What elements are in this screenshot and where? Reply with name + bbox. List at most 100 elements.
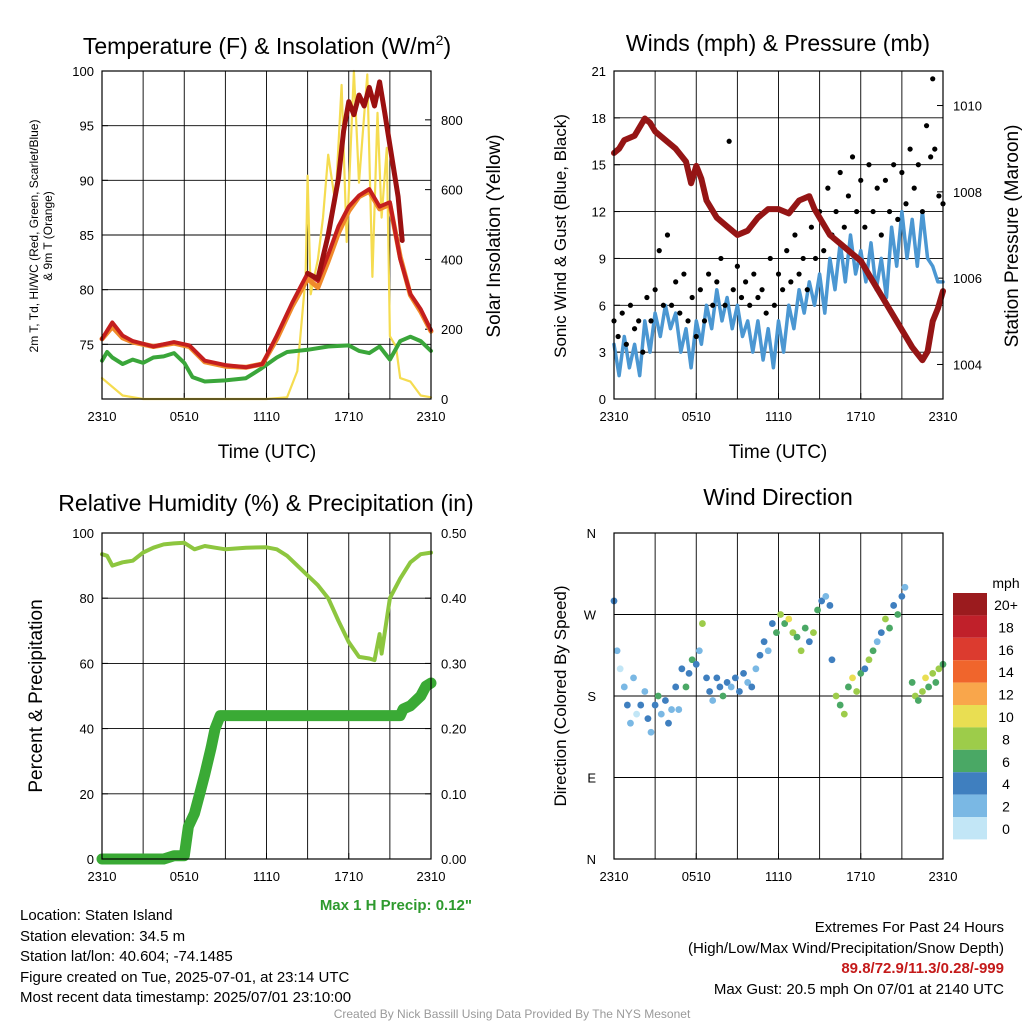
gust-point	[792, 232, 798, 238]
gust-point	[899, 169, 905, 176]
temperature-xtick-label: 2310	[88, 409, 117, 424]
credit-line: Created By Nick Bassill Using Data Provi…	[333, 1007, 691, 1021]
temperature-ytick-label: 95	[80, 119, 94, 134]
direction-point	[756, 651, 764, 659]
direction-point	[692, 660, 700, 668]
direction-point	[781, 620, 789, 627]
gust-point	[930, 76, 936, 82]
gust-point	[751, 271, 757, 277]
direction-point	[744, 679, 752, 686]
direction-point	[932, 679, 940, 686]
legend-swatch	[953, 615, 987, 638]
direction-point	[731, 674, 739, 682]
legend-swatch	[953, 772, 987, 795]
direction-xtick-label: 0510	[682, 869, 711, 884]
direction-point	[727, 683, 735, 691]
temperature-ytick-label: 90	[80, 173, 94, 188]
gust-point	[936, 193, 942, 199]
gust-point	[640, 349, 646, 355]
humidity-y2tick-label: 0.00	[441, 852, 466, 867]
direction-point	[651, 701, 659, 709]
series-dewpoint	[100, 334, 433, 384]
gust-point	[763, 310, 769, 316]
direction-point	[818, 597, 826, 605]
gust-point	[796, 271, 802, 277]
winds-title: Winds (mph) & Pressure (mb)	[626, 30, 930, 56]
direction-point	[678, 665, 686, 673]
legend-label: 14	[998, 664, 1014, 680]
direction-ytick-label: W	[584, 608, 597, 623]
direction-point	[685, 669, 693, 677]
gust-point	[907, 146, 913, 152]
speed-legend: 20+ 18 16 14 12 10 8 6 4 2 0	[953, 593, 1018, 840]
direction-point	[709, 697, 717, 704]
direction-point	[641, 688, 649, 695]
temperature-xtick-label: 0510	[170, 409, 199, 424]
direction-point	[861, 665, 869, 673]
extremes-title: Extremes For Past 24 Hours	[814, 919, 1004, 936]
legend-label: 4	[1002, 776, 1010, 792]
gust-point	[841, 224, 847, 230]
direction-point	[627, 719, 634, 727]
humidity-ytick-label: 40	[80, 722, 94, 737]
winds-ytick-label: 0	[599, 392, 606, 407]
gust-point	[919, 208, 926, 215]
winds-ytick-label: 6	[599, 298, 606, 313]
humidity-title: Relative Humidity (%) & Precipitation (i…	[58, 490, 473, 516]
gust-point	[775, 271, 782, 277]
gust-point	[710, 302, 716, 308]
info-created: Figure created on Tue, 2025-07-01, at 23…	[20, 968, 350, 986]
extremes-subtitle: (High/Low/Max Wind/Precipitation/Snow De…	[688, 939, 1004, 957]
gust-point	[619, 310, 625, 316]
direction-point	[736, 688, 743, 695]
gust-point	[800, 255, 806, 262]
direction-point	[682, 683, 690, 691]
series-wind	[612, 209, 945, 378]
gust-point	[701, 318, 708, 324]
direction-point	[703, 674, 710, 682]
temperature-title: Temperature (F) & Insolation (W/m2)	[83, 32, 451, 59]
legend-swatch	[953, 727, 987, 750]
gust-point	[788, 279, 794, 285]
series-rh	[100, 540, 433, 663]
info-timestamp: Most recent data timestamp: 2025/07/01 2…	[20, 989, 352, 1006]
temperature-y2tick-label: 200	[441, 322, 463, 337]
direction-point	[857, 669, 865, 677]
direction-point	[657, 710, 665, 718]
temperature-xtick-label: 1710	[334, 409, 363, 424]
humidity-y2tick-label: 0.50	[441, 526, 466, 541]
direction-point	[901, 583, 909, 591]
humidity-xtick-label: 1110	[253, 869, 280, 884]
direction-point	[890, 602, 898, 609]
gust-point	[660, 302, 666, 308]
legend-label: 10	[998, 709, 1014, 725]
direction-xtick-label: 1710	[846, 869, 875, 884]
direction-point	[826, 602, 834, 609]
gust-point	[784, 248, 790, 254]
gust-point	[714, 279, 720, 285]
winds-y2tick-label: 1004	[953, 357, 982, 372]
direction-point	[668, 706, 675, 713]
winds-xtick-label: 0510	[682, 409, 711, 424]
gust-point	[730, 287, 736, 293]
direction-point	[752, 665, 760, 673]
humidity-ytick-label: 20	[80, 787, 94, 802]
direction-point	[894, 611, 902, 618]
winds-ytick-label: 15	[592, 158, 606, 173]
direction-point	[748, 683, 756, 691]
gust-point	[854, 208, 860, 215]
humidity-xtick-label: 1710	[334, 869, 363, 884]
gust-point	[734, 263, 740, 269]
humidity-y2tick-label: 0.40	[441, 591, 466, 606]
gust-point	[644, 294, 650, 301]
direction-point	[662, 697, 669, 704]
legend-swatch	[953, 749, 987, 773]
direction-ytick-label: S	[587, 689, 596, 704]
gust-point	[891, 162, 897, 168]
temperature-y2tick-label: 600	[441, 183, 463, 198]
temperature-y2label: Solar Insolation (Yellow)	[484, 134, 505, 337]
humidity-ytick-label: 0	[87, 852, 94, 867]
direction-point	[797, 647, 805, 655]
gust-point	[738, 294, 745, 301]
gust-point	[870, 208, 876, 215]
